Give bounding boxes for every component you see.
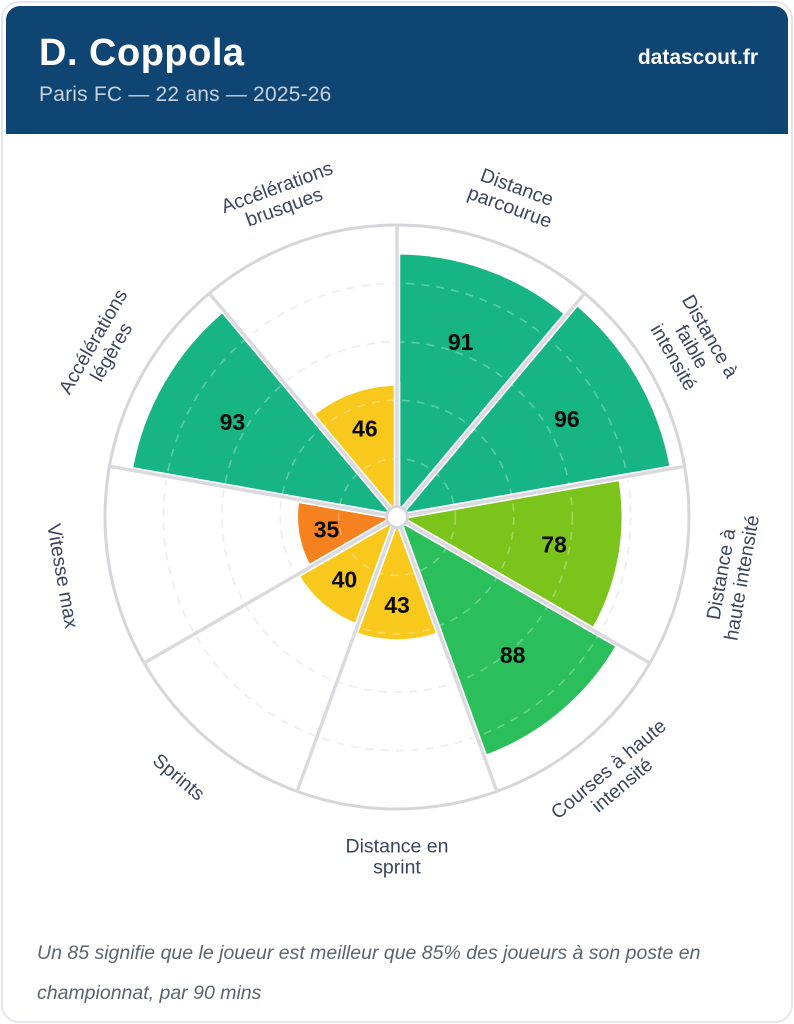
spoke xyxy=(143,519,392,665)
slice-value: 46 xyxy=(352,416,378,442)
category-label: Courses à hauteintensité xyxy=(547,715,684,840)
category-label: Distance àhaute intensité xyxy=(700,510,764,642)
category-label: Distanceparcourue xyxy=(465,162,562,232)
spoke xyxy=(400,292,586,513)
header: D. Coppola Paris FC — 22 ans — 2025-26 d… xyxy=(6,6,788,134)
slice-value: 88 xyxy=(500,642,526,668)
grid-ring-overlay xyxy=(279,399,515,635)
slice-distance-parcourue xyxy=(393,248,572,521)
category-label: Distance àfaibleintensité xyxy=(641,291,743,403)
slice-value: 78 xyxy=(541,532,567,558)
category-label: Vitesse max xyxy=(42,522,82,630)
title-block: D. Coppola Paris FC — 22 ans — 2025-26 xyxy=(39,32,332,107)
slice-sprints xyxy=(292,513,401,631)
spoke xyxy=(109,464,391,518)
player-name: D. Coppola xyxy=(39,32,245,74)
category-label: Sprints xyxy=(148,750,209,806)
player-meta: Paris FC — 22 ans — 2025-26 xyxy=(39,82,332,106)
spoke xyxy=(403,464,685,518)
spoke xyxy=(208,292,394,513)
slice-value: 93 xyxy=(220,409,246,435)
pizza-chart: 91 96 78 88 43 40 35 93 46 Distanceparcourue Dista… xyxy=(42,157,764,879)
slice-value: 91 xyxy=(448,329,474,355)
category-label: Distance en sprint xyxy=(346,836,449,879)
slice-distance-haute-intensit- xyxy=(393,474,628,635)
percentile-note: Un 85 signifie que le joueur est meilleu… xyxy=(37,942,701,1004)
slice-distance-en-sprint xyxy=(350,513,444,646)
slice-acc-l-rations-brusques xyxy=(307,379,401,521)
chart-area: 91 96 78 88 43 40 35 93 46 Distanceparcourue Dista… xyxy=(3,136,791,918)
slice-acc-l-rations-l-g-res xyxy=(126,305,401,521)
spoke xyxy=(402,519,651,665)
center-dot xyxy=(385,505,409,529)
category-label: Accélérationsbrusques xyxy=(218,157,343,238)
slice-value: 96 xyxy=(554,406,580,432)
brand-logo: datascout.fr xyxy=(637,46,758,69)
spoke xyxy=(295,522,397,792)
slice-value: 40 xyxy=(332,567,358,593)
slice-distance-faible-intensit- xyxy=(393,299,677,521)
spoke xyxy=(397,522,499,792)
category-label: Accélérationslégères xyxy=(55,285,151,408)
slice-value: 43 xyxy=(384,592,410,618)
slice-value: 35 xyxy=(314,516,340,542)
slice-courses-haute-intensit- xyxy=(393,513,623,762)
